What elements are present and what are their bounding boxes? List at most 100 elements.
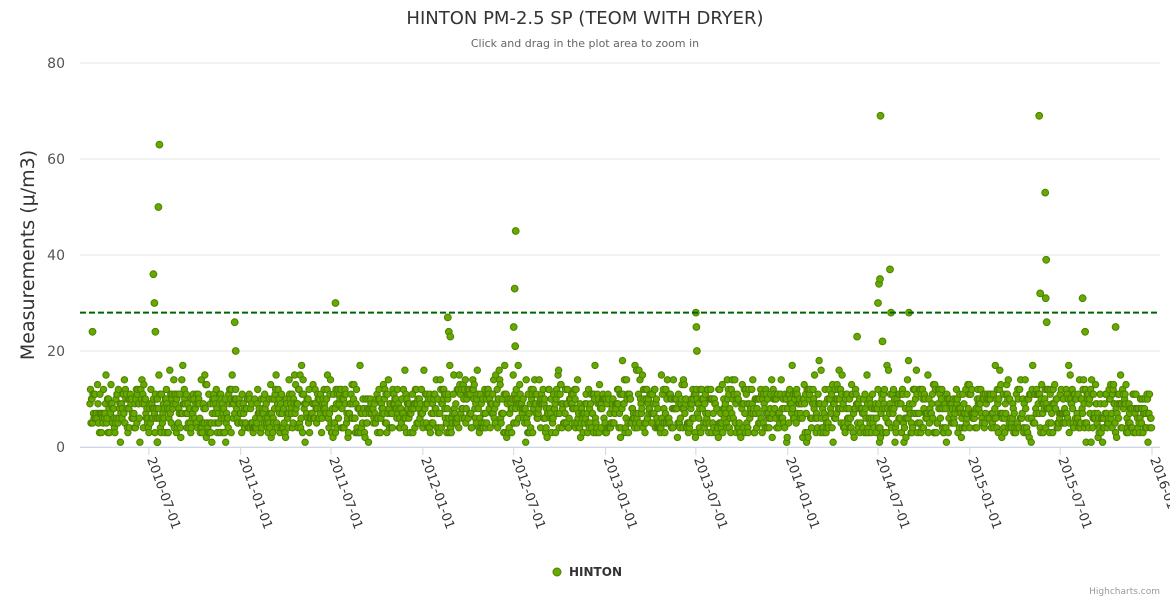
data-point[interactable] [657,371,666,379]
data-point[interactable] [591,361,599,370]
data-point[interactable] [1031,419,1039,427]
data-point[interactable] [829,438,837,446]
data-point[interactable] [437,424,445,432]
data-point[interactable] [1021,376,1029,384]
data-point[interactable] [222,438,230,446]
data-point[interactable] [467,409,475,418]
data-point[interactable] [681,409,689,418]
data-point[interactable] [151,428,159,437]
data-point[interactable] [1049,428,1057,437]
data-point[interactable] [361,433,369,442]
data-point[interactable] [586,400,595,408]
data-point[interactable] [815,356,823,365]
data-point[interactable] [436,376,444,384]
data-point[interactable] [141,395,150,403]
data-point[interactable] [93,380,102,389]
data-point[interactable] [641,428,649,437]
data-point[interactable] [564,424,573,432]
data-point[interactable] [802,409,810,418]
data-point[interactable] [814,390,822,398]
data-point[interactable] [996,366,1004,374]
data-point[interactable] [714,433,722,442]
data-point[interactable] [1122,380,1130,389]
data-point[interactable] [545,385,553,394]
data-point[interactable] [924,371,932,379]
data-point[interactable] [232,385,240,394]
data-point[interactable] [153,438,162,447]
data-point[interactable] [890,404,898,413]
data-point[interactable] [102,371,110,379]
data-point[interactable] [136,438,144,446]
data-point[interactable] [944,428,953,437]
data-point[interactable] [691,433,700,442]
data-point[interactable] [522,376,530,384]
data-point[interactable] [557,380,565,389]
data-point[interactable] [203,380,211,389]
data-point[interactable] [618,356,627,365]
data-point[interactable] [274,385,282,394]
data-point[interactable] [908,424,917,432]
data-point[interactable] [598,404,606,413]
data-point[interactable] [638,404,646,413]
data-point[interactable] [254,385,262,394]
data-point[interactable] [509,323,518,331]
data-point[interactable] [497,419,505,427]
data-point[interactable] [817,366,825,374]
data-point[interactable] [1010,409,1018,418]
data-point[interactable] [561,409,569,418]
data-point[interactable] [462,404,470,413]
data-point[interactable] [669,424,677,432]
data-point[interactable] [114,385,123,394]
data-point[interactable] [1052,404,1060,413]
scatter-points[interactable] [86,111,1156,447]
data-point[interactable] [889,385,898,394]
data-point[interactable] [1036,289,1045,298]
legend-label-hinton[interactable]: HINTON [569,565,622,579]
data-point[interactable] [573,376,582,384]
data-point[interactable] [155,140,164,149]
data-point[interactable] [486,424,494,432]
data-point[interactable] [1132,390,1140,398]
data-point[interactable] [1041,294,1050,303]
data-point[interactable] [356,361,364,370]
data-point[interactable] [417,385,426,394]
data-point[interactable] [928,400,936,408]
data-point[interactable] [1065,428,1073,437]
data-point[interactable] [499,409,507,418]
data-point[interactable] [841,428,849,437]
data-point[interactable] [1147,424,1156,432]
data-point[interactable] [452,400,460,408]
data-point[interactable] [420,366,428,374]
data-point[interactable] [876,275,884,283]
data-point[interactable] [968,385,976,394]
data-point[interactable] [663,376,672,384]
data-point[interactable] [556,390,564,398]
legend[interactable]: HINTON [552,565,622,579]
data-point[interactable] [781,424,789,432]
data-point[interactable] [863,371,871,379]
data-point[interactable] [150,299,159,307]
data-point[interactable] [514,361,522,370]
data-point[interactable] [494,424,502,432]
data-point[interactable] [874,299,882,307]
data-point[interactable] [455,371,463,379]
data-point[interactable] [182,390,191,398]
data-point[interactable] [741,409,749,418]
data-point[interactable] [635,366,643,374]
data-point[interactable] [771,404,779,413]
data-point[interactable] [344,428,353,437]
data-point[interactable] [542,424,550,432]
data-point[interactable] [676,414,685,422]
data-point[interactable] [915,409,923,418]
data-point[interactable] [178,376,186,384]
data-point[interactable] [492,371,500,379]
data-point[interactable] [1137,419,1146,427]
data-point[interactable] [1042,318,1051,327]
data-point[interactable] [801,400,809,408]
data-point[interactable] [277,390,286,398]
data-point[interactable] [709,409,717,418]
data-point[interactable] [1114,414,1123,422]
data-point[interactable] [884,366,893,374]
data-point[interactable] [652,395,661,403]
data-point[interactable] [1001,428,1009,437]
